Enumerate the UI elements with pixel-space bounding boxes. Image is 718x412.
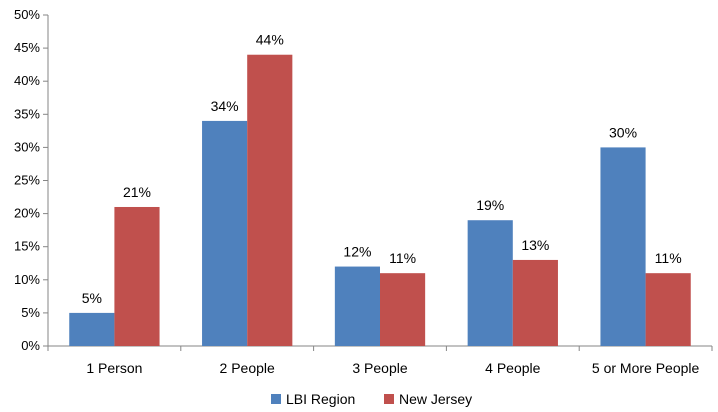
y-tick-label: 35% <box>14 106 40 121</box>
y-tick-label: 40% <box>14 73 40 88</box>
data-label: 11% <box>389 250 416 266</box>
x-axis: 1 Person 2 People 3 People 4 People 5 or Mor… <box>47 345 713 376</box>
y-tick-label: 5% <box>21 305 40 320</box>
bar <box>380 273 426 346</box>
y-tick-label: 20% <box>14 206 40 221</box>
x-category-label: 3 People <box>352 360 407 376</box>
data-label: 34% <box>211 98 239 114</box>
data-label: 5% <box>82 290 102 306</box>
legend-swatch <box>271 394 281 404</box>
bars <box>69 54 691 346</box>
data-label: 11% <box>655 250 682 266</box>
y-tick-label: 30% <box>14 139 40 154</box>
bar <box>247 54 293 346</box>
bar <box>645 273 691 346</box>
y-tick-label: 50% <box>14 7 40 22</box>
x-category-label: 1 Person <box>86 360 142 376</box>
bar <box>69 312 115 346</box>
y-tick-label: 10% <box>14 272 40 287</box>
legend: LBI Region New Jersey <box>271 391 472 407</box>
data-label: 19% <box>476 197 504 213</box>
data-label: 13% <box>521 237 549 253</box>
x-category-label: 5 or More People <box>592 360 700 376</box>
data-labels: 5% 34% 12% 19% 30% 21% 44% 11% 13% 11% <box>82 32 682 306</box>
legend-label: LBI Region <box>286 391 355 407</box>
bar <box>512 259 558 346</box>
legend-swatch <box>384 394 394 404</box>
data-label: 12% <box>343 244 371 260</box>
bar <box>114 206 160 346</box>
bar <box>202 120 248 346</box>
data-label: 21% <box>123 184 151 200</box>
bar <box>600 147 646 346</box>
x-category-label: 4 People <box>485 360 540 376</box>
data-label: 44% <box>256 32 284 48</box>
y-tick-label: 0% <box>21 338 40 353</box>
y-tick-label: 15% <box>14 239 40 254</box>
bar <box>467 220 513 346</box>
y-tick-label: 25% <box>14 173 40 188</box>
y-tick-label: 45% <box>14 40 40 55</box>
data-label: 30% <box>609 124 637 140</box>
legend-label: New Jersey <box>399 391 472 407</box>
bar <box>334 266 380 346</box>
x-category-label: 2 People <box>220 360 275 376</box>
y-axis: 0% 5% 10% 15% 20% 25% 30% 35% 40% 45% 50% <box>14 7 49 353</box>
